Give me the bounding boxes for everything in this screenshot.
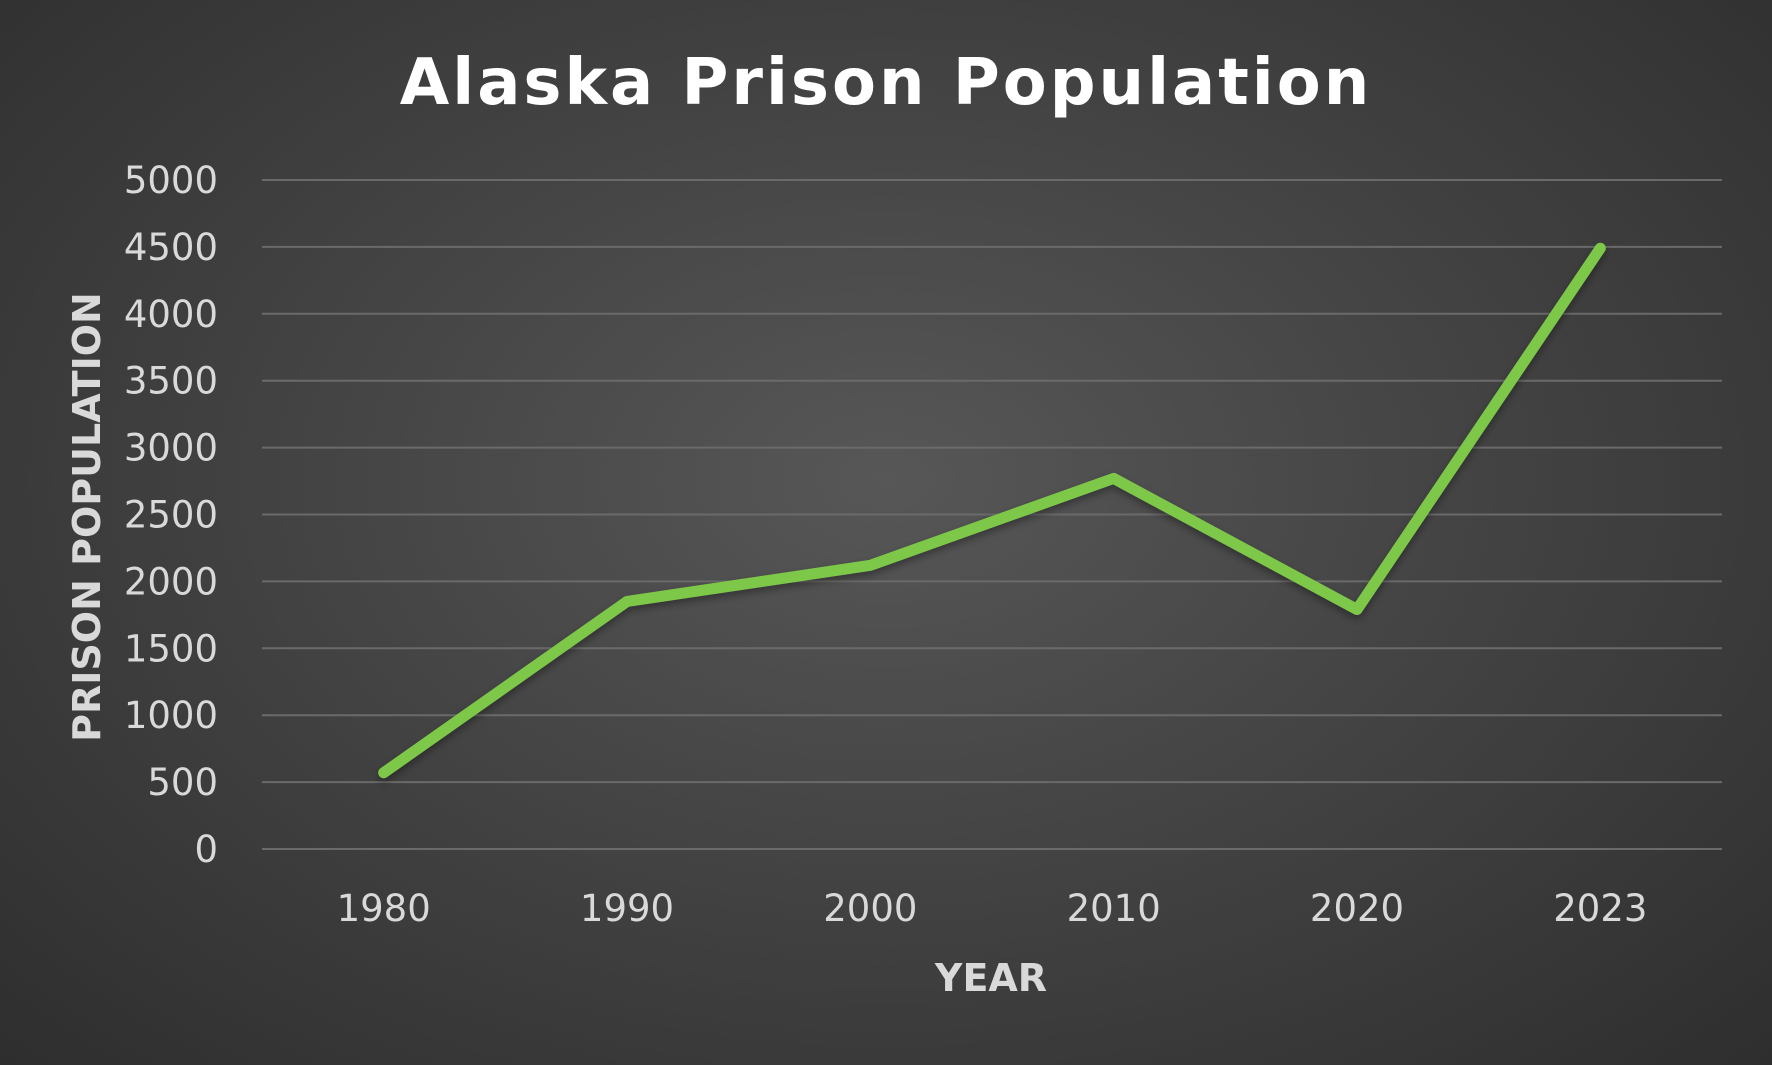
y-axis-ticks: 0 500 1000 1500 2000 2500 3000 3500 4000 4500 5000 [124, 159, 218, 871]
y-tick-label: 3500 [124, 360, 218, 403]
y-tick-label: 2000 [124, 560, 218, 603]
chart-title: Alaska Prison Population [400, 46, 1373, 120]
x-axis-title: YEAR [934, 956, 1047, 1000]
y-tick-label: 500 [147, 761, 218, 804]
y-tick-label: 2500 [124, 494, 218, 537]
series-line-0 [378, 242, 1606, 779]
x-tick-label: 1990 [580, 887, 674, 930]
x-tick-label: 1980 [337, 887, 431, 930]
x-axis-ticks: 1980 1990 2000 2010 2020 2023 [337, 887, 1648, 930]
x-tick-label: 2023 [1553, 887, 1647, 930]
y-tick-label: 4500 [124, 226, 218, 269]
gridlines [262, 179, 1722, 850]
y-tick-label: 3000 [124, 427, 218, 470]
series-lines [378, 242, 1606, 779]
y-tick-label: 5000 [124, 159, 218, 202]
x-tick-label: 2000 [823, 887, 917, 930]
y-axis-title: PRISON POPULATION [65, 292, 109, 742]
x-tick-label: 2020 [1310, 887, 1404, 930]
y-tick-label: 4000 [124, 293, 218, 336]
y-tick-label: 1500 [124, 627, 218, 670]
x-tick-label: 2010 [1067, 887, 1161, 930]
y-tick-label: 1000 [124, 694, 218, 737]
y-tick-label: 0 [194, 828, 218, 871]
